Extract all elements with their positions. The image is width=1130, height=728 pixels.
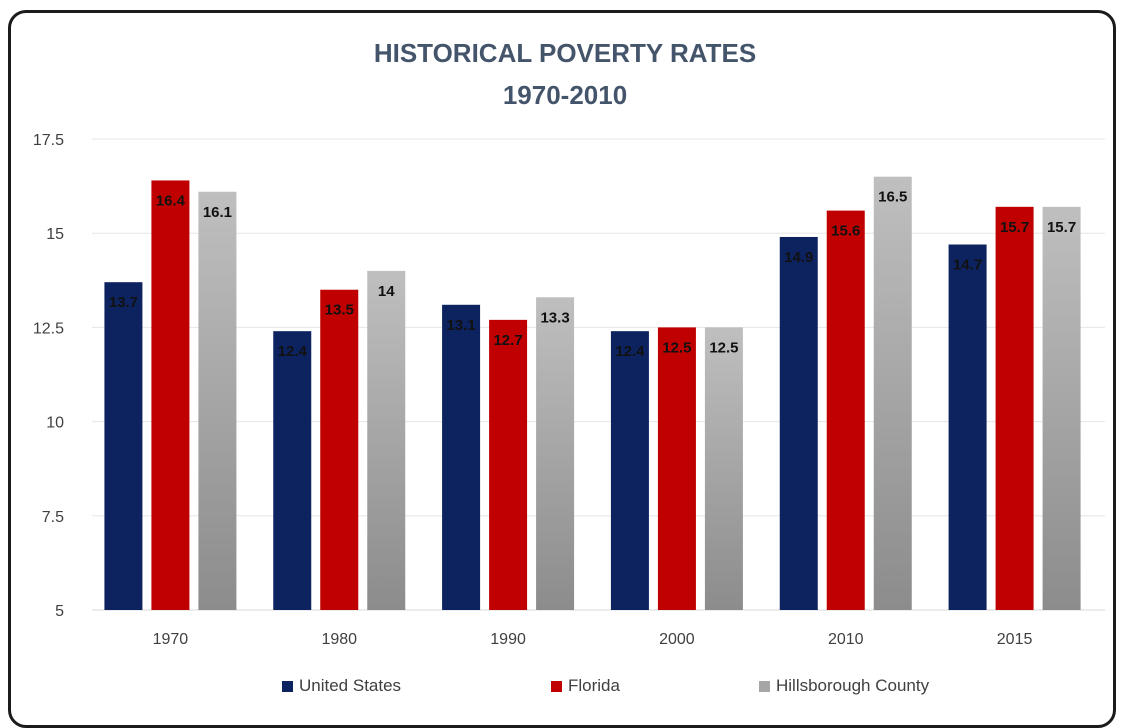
bar-united-states <box>610 331 649 610</box>
y-tick-label: 7.5 <box>42 509 64 526</box>
y-tick-label: 12.5 <box>33 320 64 337</box>
data-label: 14.9 <box>784 249 813 266</box>
data-label: 12.5 <box>709 339 738 356</box>
legend: United States Florida Hillsborough Count… <box>0 676 1130 698</box>
chart-subtitle: 1970-2010 <box>502 80 628 110</box>
data-label: 13.7 <box>109 294 138 311</box>
x-tick-label: 2000 <box>659 631 695 648</box>
bar-united-states <box>273 331 312 610</box>
bar-hillsborough-county <box>198 191 237 610</box>
data-label: 15.6 <box>831 223 860 240</box>
legend-item-florida: Florida <box>551 676 620 696</box>
data-label: 13.3 <box>540 309 569 326</box>
chart-title: HISTORICAL POVERTY RATES <box>373 38 757 68</box>
legend-label-hillsborough-county: Hillsborough County <box>776 676 930 695</box>
legend-label-united-states: United States <box>299 676 402 695</box>
data-label: 12.4 <box>615 343 645 360</box>
bar-florida <box>320 289 359 610</box>
legend-item-hillsborough-county: Hillsborough County <box>759 676 929 696</box>
x-tick-label: 1990 <box>490 631 526 648</box>
data-label: 12.5 <box>662 339 691 356</box>
bar-florida <box>826 210 865 611</box>
y-tick-label: 17.5 <box>33 132 64 149</box>
data-label: 14 <box>378 283 395 300</box>
bar-florida <box>489 319 528 610</box>
legend-swatch-united-states <box>282 680 293 692</box>
chart-title-block: HISTORICAL POVERTY RATES 1970-2010 <box>0 32 1130 116</box>
y-tick-label: 15 <box>46 226 64 243</box>
bar-hillsborough-county <box>873 176 912 610</box>
y-tick-label: 5 <box>55 603 64 620</box>
y-tick-label: 10 <box>46 415 64 432</box>
bar-hillsborough-county <box>704 327 743 610</box>
data-label: 14.7 <box>953 257 982 274</box>
bar-united-states <box>948 244 987 610</box>
bar-united-states <box>104 282 143 610</box>
data-label: 15.7 <box>1000 219 1029 236</box>
bar-florida <box>151 180 190 610</box>
bar-chart: 5 7.5 10 12.5 15 17.5 13.7 16.4 16.1 1970 12.4 13.5… <box>33 132 1105 648</box>
x-tick-label: 1980 <box>321 631 357 648</box>
bar-hillsborough-county <box>536 297 575 610</box>
bar-hillsborough-county <box>1042 206 1081 610</box>
x-tick-label: 2015 <box>997 631 1033 648</box>
bar-united-states <box>442 304 481 610</box>
data-label: 12.7 <box>493 332 522 349</box>
data-label: 12.4 <box>278 343 308 360</box>
bar-united-states <box>779 236 818 610</box>
data-label: 13.5 <box>325 302 354 319</box>
data-label: 15.7 <box>1047 219 1076 236</box>
data-label: 16.1 <box>203 204 232 221</box>
x-tick-label: 2010 <box>828 631 864 648</box>
legend-item-united-states: United States <box>282 676 401 696</box>
legend-label-florida: Florida <box>568 676 620 695</box>
legend-swatch-hillsborough-county <box>759 680 770 692</box>
bar-florida <box>995 206 1034 610</box>
data-label: 16.5 <box>878 189 907 206</box>
data-label: 13.1 <box>446 317 475 334</box>
bar-hillsborough-county <box>367 270 406 610</box>
data-label: 16.4 <box>156 192 186 209</box>
x-tick-label: 1970 <box>153 631 189 648</box>
bar-florida <box>657 327 696 610</box>
legend-swatch-florida <box>551 680 562 692</box>
